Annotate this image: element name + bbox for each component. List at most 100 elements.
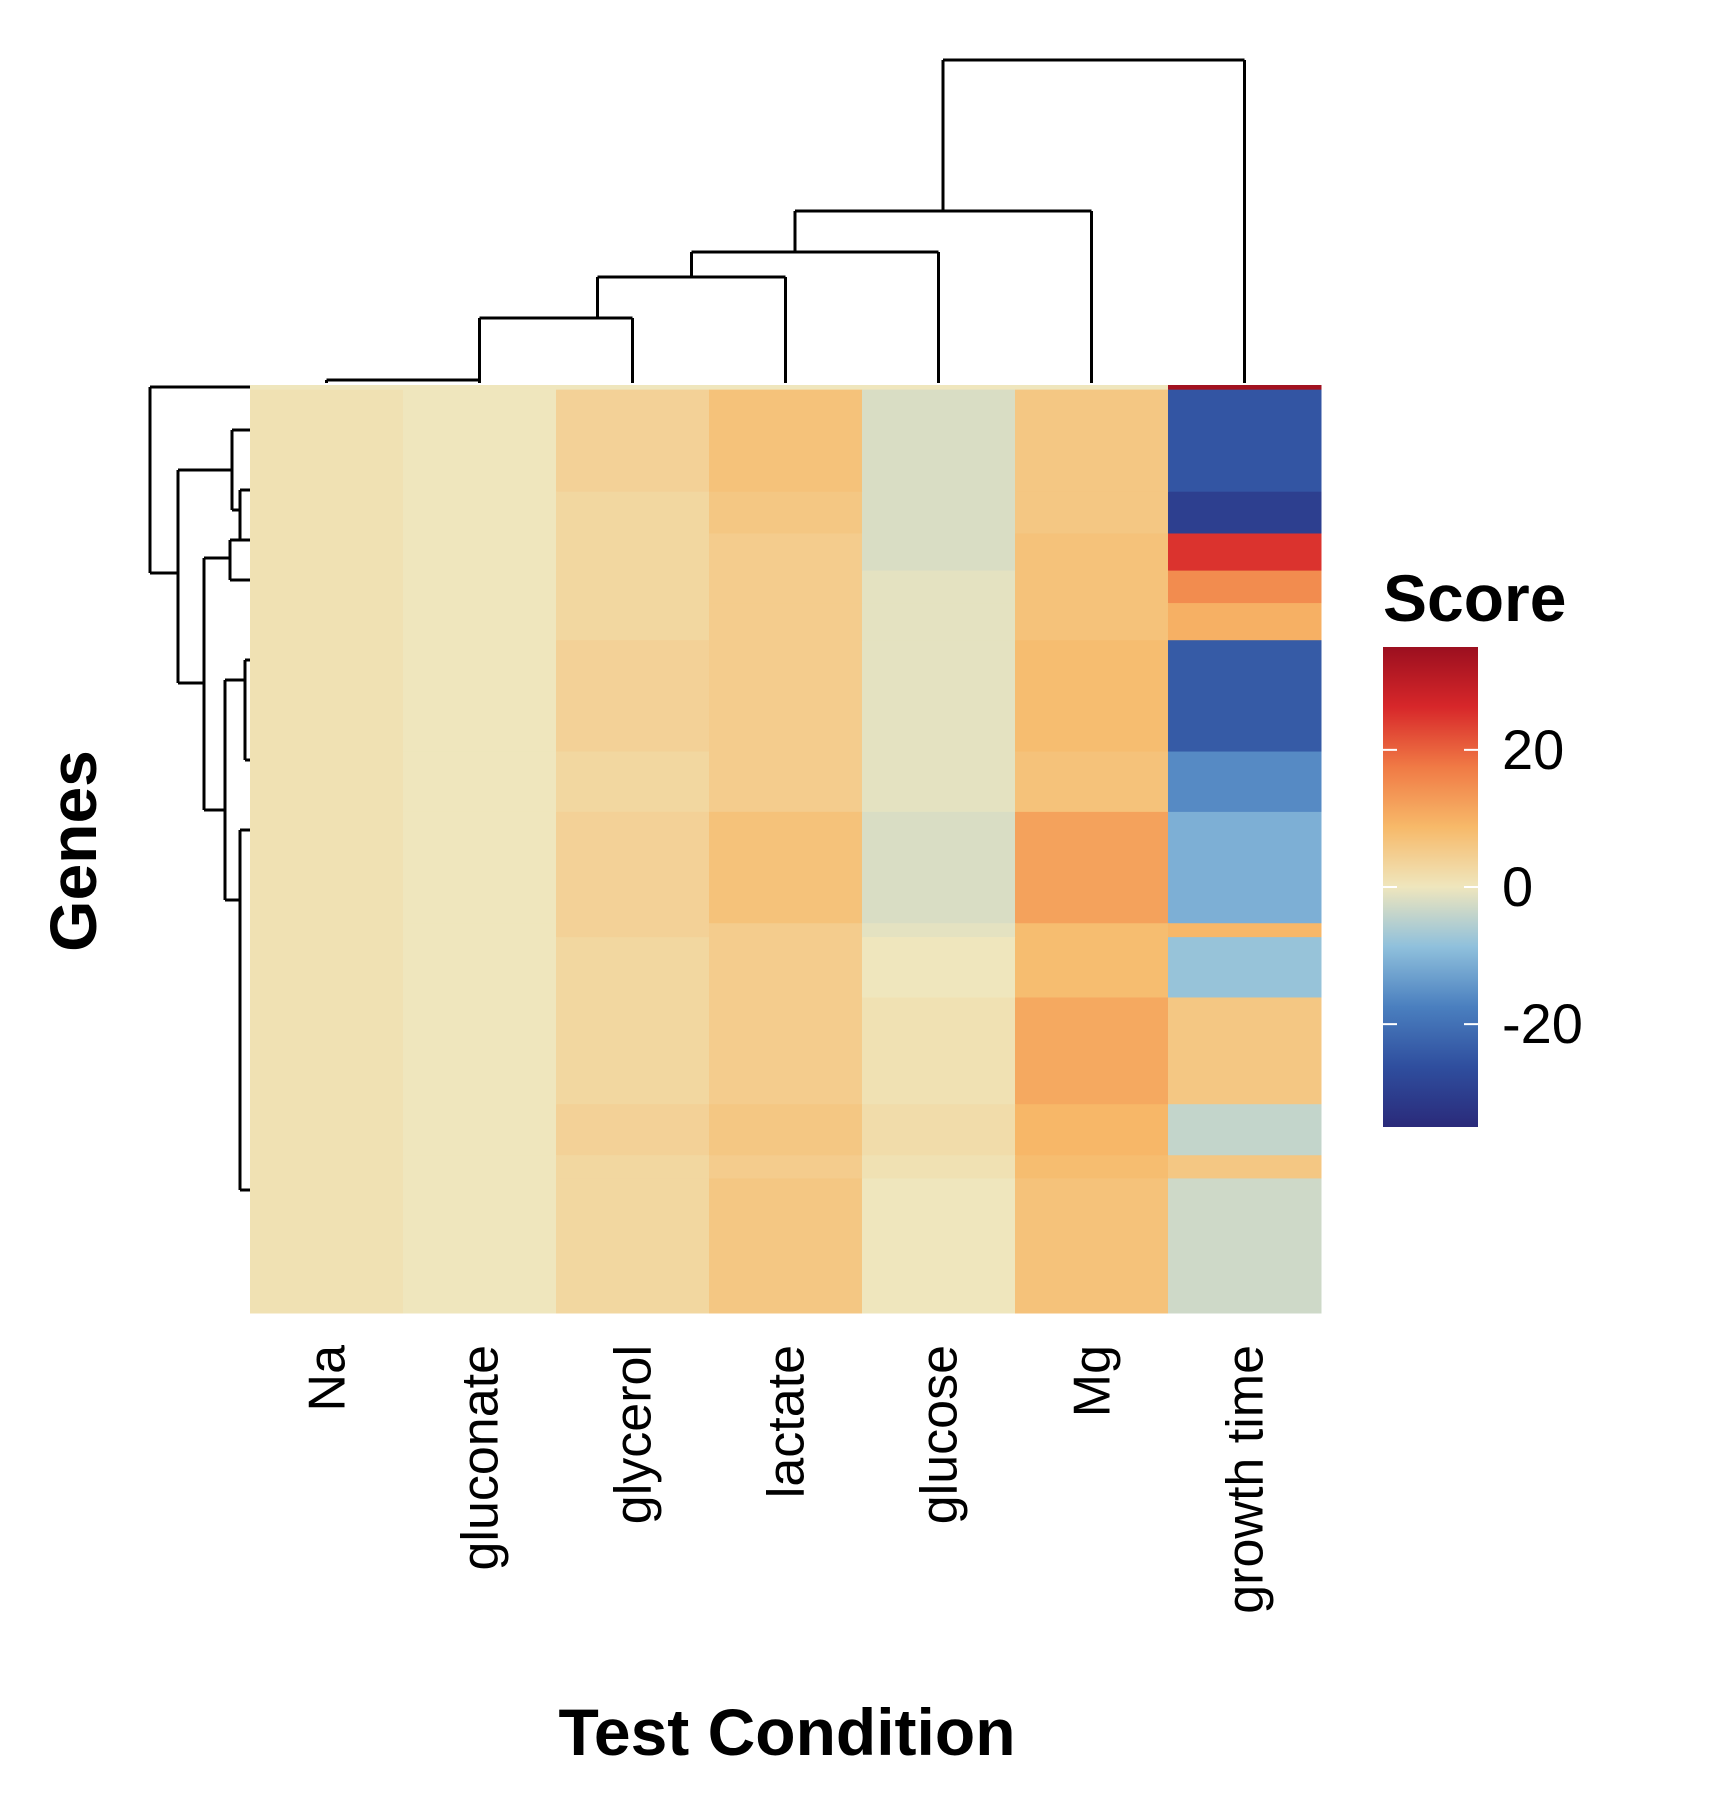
heatmap-cell: [556, 385, 710, 391]
legend-tick-label: 0: [1502, 855, 1533, 918]
heatmap-cell: [403, 1178, 557, 1314]
legend-tick-label: 20: [1502, 718, 1564, 781]
heatmap-cell: [862, 1178, 1016, 1314]
heatmap-cell: [709, 491, 863, 534]
legend-title: Score: [1383, 561, 1566, 635]
heatmap-cell: [1168, 1178, 1322, 1314]
heatmap-cell: [403, 751, 557, 813]
heatmap-cell: [1168, 533, 1322, 572]
heatmap-cell: [1015, 1178, 1169, 1314]
heatmap-cell: [1015, 997, 1169, 1105]
heatmap-cell: [1015, 389, 1169, 493]
heatmap-cell: [709, 923, 863, 938]
column-label: lactate: [758, 1345, 816, 1498]
heatmap-cell: [250, 491, 404, 534]
column-label: growth time: [1217, 1345, 1275, 1614]
heatmap-cell: [556, 997, 710, 1105]
heatmap-cell: [1015, 1104, 1169, 1156]
heatmap-cell: [556, 640, 710, 753]
heatmap-cell: [250, 385, 404, 391]
heatmap-cell: [1168, 937, 1322, 998]
column-label: Mg: [1064, 1345, 1122, 1417]
x-axis-title: Test Condition: [558, 1695, 1015, 1769]
legend-tick-label: -20: [1502, 992, 1583, 1055]
heatmap-cell: [862, 533, 1016, 572]
heatmap-cell: [556, 389, 710, 493]
color-legend: Score 20 0 -20: [1383, 561, 1583, 1127]
heatmap-cell: [250, 1178, 404, 1314]
heatmap-cell: [709, 385, 863, 391]
heatmap-cell: [250, 389, 404, 493]
heatmap-cell: [1015, 603, 1169, 641]
heatmap-cell: [556, 603, 710, 641]
heatmap-cell: [403, 533, 557, 572]
heatmap-cell: [250, 603, 404, 641]
heatmap-cell: [1168, 603, 1322, 641]
heatmap-cell: [862, 570, 1016, 604]
heatmap-cell: [556, 923, 710, 938]
heatmap-cell: [403, 491, 557, 534]
heatmap-cell: [709, 937, 863, 998]
heatmap-cell: [1168, 570, 1322, 604]
heatmap-cell: [403, 603, 557, 641]
column-label: glucose: [911, 1345, 969, 1524]
heatmap-cell: [403, 811, 557, 924]
heatmap-cell: [403, 923, 557, 938]
heatmap-cell: [1015, 385, 1169, 391]
heatmap-cell: [250, 751, 404, 813]
heatmap-cell: [556, 1155, 710, 1179]
heatmap-cell: [556, 811, 710, 924]
heatmap-cell: [862, 997, 1016, 1105]
heatmap-cell: [1168, 1155, 1322, 1179]
heatmap-cell: [556, 533, 710, 572]
heatmap-cell: [250, 923, 404, 938]
heatmap-cell: [403, 1104, 557, 1156]
heatmap-cell: [709, 811, 863, 924]
heatmap-cell: [1168, 751, 1322, 813]
heatmap-cell: [1168, 389, 1322, 493]
heatmap-cell: [403, 937, 557, 998]
heatmap-cell: [862, 811, 1016, 924]
heatmap-cell: [403, 640, 557, 753]
column-label: gluconate: [452, 1345, 510, 1571]
heatmap-cell: [862, 389, 1016, 493]
heatmap-cell: [709, 533, 863, 572]
heatmap-cell: [1015, 923, 1169, 938]
heatmap-cell: [403, 1155, 557, 1179]
heatmap-cell: [250, 811, 404, 924]
heatmap-cell: [862, 751, 1016, 813]
heatmap-cell: [862, 937, 1016, 998]
heatmap-cell: [1015, 533, 1169, 572]
heatmap-cell: [1168, 1104, 1322, 1156]
heatmap-cell: [1015, 570, 1169, 604]
heatmap-cell: [1168, 811, 1322, 924]
heatmap-cell: [556, 1178, 710, 1314]
heatmap-cell: [556, 491, 710, 534]
heatmap-cell: [403, 389, 557, 493]
heatmap-cell: [556, 570, 710, 604]
heatmap-cell: [556, 1104, 710, 1156]
heatmap-cell: [862, 923, 1016, 938]
y-axis-title: Genes: [36, 750, 110, 952]
heatmap-cell: [709, 1104, 863, 1156]
row-dendrogram: [148, 385, 250, 1192]
heatmap-cell: [1015, 751, 1169, 813]
heatmap-cell: [250, 937, 404, 998]
heatmap-cell: [862, 1104, 1016, 1156]
heatmap-cell: [250, 1104, 404, 1156]
heatmap-cell: [862, 640, 1016, 753]
heatmap-cell: [862, 1155, 1016, 1179]
column-dendrogram: [325, 58, 1246, 383]
heatmap-cell: [1168, 385, 1322, 391]
heatmap-cell: [709, 751, 863, 813]
heatmap-cell: [709, 570, 863, 604]
heatmap-cell: [403, 385, 557, 391]
heatmap-cell: [250, 533, 404, 572]
heatmap-cell: [862, 491, 1016, 534]
heatmap-cell: [1015, 491, 1169, 534]
heatmap-cell: [556, 937, 710, 998]
column-label: Na: [299, 1345, 357, 1412]
heatmap-cell: [556, 751, 710, 813]
heatmap-cell: [250, 640, 404, 753]
